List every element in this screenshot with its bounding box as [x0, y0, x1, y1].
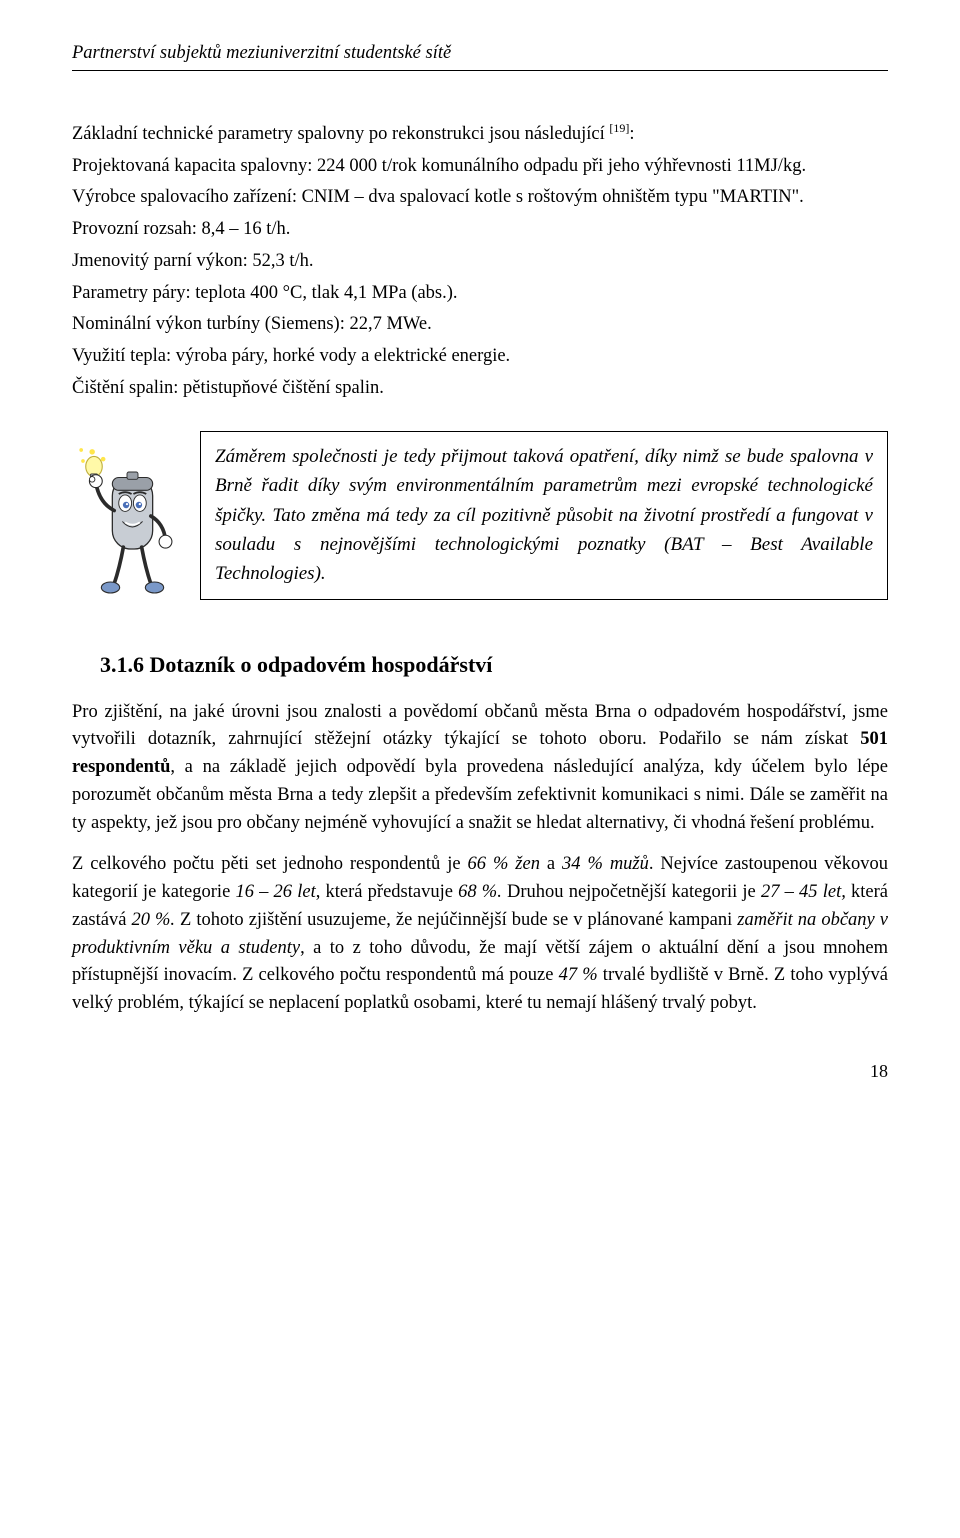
- text: Základní technické parametry spalovny po…: [72, 124, 609, 144]
- stat-residence: 47 %: [559, 965, 598, 985]
- intro-line-7: Nominální výkon turbíny (Siemens): 22,7 …: [72, 311, 888, 339]
- header-title: Partnerství subjektů meziuniverzitní stu…: [72, 43, 451, 63]
- text: a: [540, 854, 562, 874]
- intro-line-5: Jmenovitý parní výkon: 52,3 t/h.: [72, 248, 888, 276]
- section-para-2: Z celkového počtu pěti set jednoho respo…: [72, 851, 888, 1018]
- intro-line-3: Výrobce spalovacího zařízení: CNIM – dva…: [72, 184, 888, 212]
- intro-line-9: Čištění spalin: pětistupňové čištění spa…: [72, 375, 888, 403]
- stat-age-2: 27 – 45 let,: [761, 882, 846, 902]
- lightbulb-icon: [79, 448, 105, 479]
- text: Z celkového počtu pěti set jednoho respo…: [72, 854, 468, 874]
- section-para-1: Pro zjištění, na jaké úrovni jsou znalos…: [72, 699, 888, 838]
- stat-women: 66 % žen: [468, 854, 540, 874]
- intro-line-1: Základní technické parametry spalovny po…: [72, 119, 888, 149]
- text: Pro zjištění, na jaké úrovni jsou znalos…: [72, 702, 888, 750]
- mascot-legs: [101, 547, 163, 593]
- stat-age-1: 16 – 26 let: [235, 882, 315, 902]
- text: :: [629, 124, 634, 144]
- stat-men: 34 % mužů: [562, 854, 649, 874]
- stat-pct-2: 20 %.: [131, 910, 175, 930]
- citation-ref: [19]: [609, 121, 629, 135]
- callout-box: Záměrem společnosti je tedy přijmout tak…: [200, 431, 888, 600]
- text: , která představuje: [316, 882, 458, 902]
- intro-line-2: Projektovaná kapacita spalovny: 224 000 …: [72, 153, 888, 181]
- page-header: Partnerství subjektů meziuniverzitní stu…: [72, 40, 888, 71]
- page-number: 18: [72, 1058, 888, 1085]
- section-heading: 3.1.6 Dotazník o odpadovém hospodářství: [100, 648, 888, 681]
- intro-line-4: Provozní rozsah: 8,4 – 16 t/h.: [72, 216, 888, 244]
- mascot-illustration: [72, 431, 182, 604]
- mascot-body: [112, 472, 152, 549]
- text: Z tohoto zjištění usuzujeme, že nejúčinn…: [175, 910, 737, 930]
- intro-line-8: Využití tepla: výroba páry, horké vody a…: [72, 343, 888, 371]
- text: Druhou nejpočetnější kategorii je: [502, 882, 761, 902]
- callout-text: Záměrem společnosti je tedy přijmout tak…: [215, 446, 873, 585]
- stat-pct-1: 68 %.: [458, 882, 502, 902]
- intro-line-6: Parametry páry: teplota 400 °C, tlak 4,1…: [72, 280, 888, 308]
- callout-row: Záměrem společnosti je tedy přijmout tak…: [72, 431, 888, 604]
- text: , a na základě jejich odpovědí byla prov…: [72, 757, 888, 833]
